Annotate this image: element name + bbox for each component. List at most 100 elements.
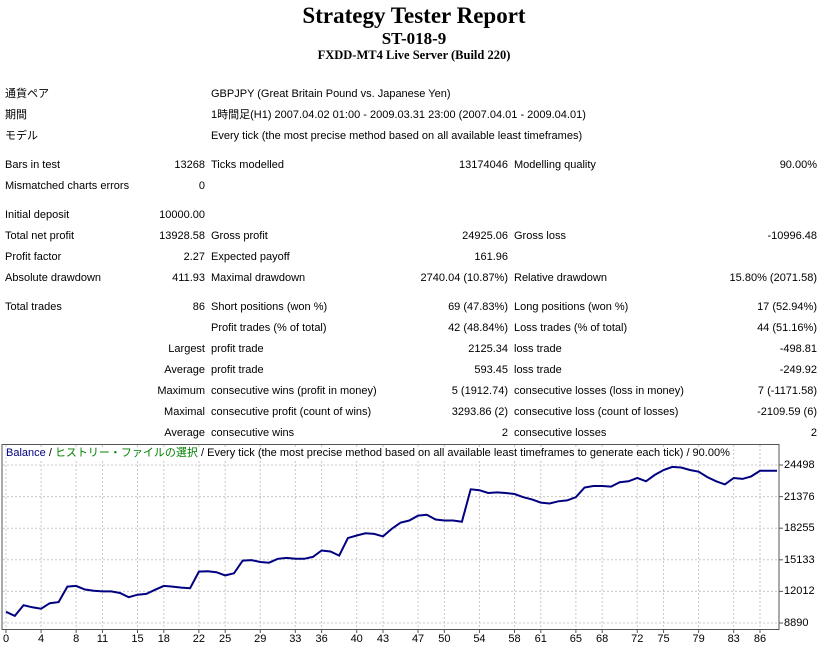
x-axis-label: 4 [38, 633, 45, 645]
x-axis-label: 8 [73, 633, 80, 645]
x-axis-label: 58 [508, 633, 521, 645]
row-label: Mismatched charts errors [5, 180, 130, 192]
row-value: 69 (47.83%) [448, 301, 508, 313]
balance-line [5, 465, 777, 618]
table-row: モデル Every tick (the most precise method b… [5, 126, 822, 147]
row-label: Absolute drawdown [5, 272, 102, 284]
row-value: 7 (-1171.58) [757, 385, 817, 397]
row-label: 通貨ペア [5, 88, 49, 100]
x-axis-label: 86 [753, 633, 767, 645]
row-label: Every tick (the most precise method base… [211, 130, 583, 142]
page-title: Strategy Tester Report [302, 3, 526, 28]
row-label: GBPJPY (Great Britain Pound vs. Japanese… [211, 88, 451, 100]
balance-chart: Balance / ヒストリー・ファイルの選択 / Every tick (th… [0, 444, 828, 645]
row-value: 10000.00 [159, 209, 205, 221]
row-value: 13928.58 [159, 230, 205, 242]
row-label: consecutive losses [514, 427, 607, 439]
x-axis-label: 15 [131, 633, 144, 645]
row-value [130, 84, 205, 105]
row-value: 90.00% [779, 159, 817, 171]
row-label: Profit factor [5, 251, 62, 263]
table-row: Profit trades (% of total) 42 (48.84%) Los… [5, 318, 822, 339]
balance-chart-canvas [1, 444, 783, 633]
table-row: Average consecutive wins 2 consecutive loss… [5, 423, 822, 444]
row-value [420, 176, 508, 197]
row-label: consecutive profit (count of wins) [211, 406, 372, 418]
table-row: Maximum consecutive wins (profit in money… [5, 381, 822, 402]
x-axis-label: 33 [289, 633, 302, 645]
x-axis-label: 61 [534, 633, 547, 645]
row-value: Maximum [157, 385, 205, 397]
y-axis-label: 24498 [784, 459, 815, 471]
x-axis-label: 75 [657, 633, 670, 645]
x-axis-label: 18 [157, 633, 170, 645]
row-value: Average [164, 427, 205, 439]
report-header: Strategy Tester Report ST-018-9 FXDD-MT4… [0, 2, 828, 63]
row-label [205, 176, 420, 197]
y-axis-label: 15133 [784, 553, 815, 566]
row-value: 2 [810, 427, 817, 439]
row-value: 15.80% (2071.58) [729, 272, 817, 284]
x-axis-label: 83 [727, 633, 740, 645]
row-value: Average [164, 364, 205, 376]
row-label: 1時間足(H1) 2007.04.02 01:00 - 2009.03.31 2… [211, 109, 586, 121]
row-label: モデル [5, 130, 38, 142]
x-axis-label: 25 [219, 633, 232, 645]
row-label: profit trade [211, 364, 264, 376]
legend-history-file-label: ヒストリー・ファイルの選択 [54, 447, 198, 459]
table-row: Maximal consecutive profit (count of wins… [5, 402, 822, 423]
row-label [5, 339, 130, 360]
row-value: -2109.59 (6) [757, 406, 817, 418]
x-axis-label: 65 [569, 633, 582, 645]
row-label: consecutive losses (loss in money) [514, 385, 684, 397]
row-value: 161.96 [474, 251, 508, 263]
row-label: Modelling quality [514, 159, 596, 171]
row-label: Profit trades (% of total) [211, 322, 327, 334]
row-label: Long positions (won %) [514, 301, 629, 313]
x-axis-label: 43 [376, 633, 390, 645]
chart-legend: Balance / ヒストリー・ファイルの選択 / Every tick (th… [6, 447, 733, 460]
row-label [508, 176, 723, 197]
row-value [723, 176, 817, 197]
row-label: Ticks modelled [211, 159, 284, 171]
row-value: -10996.48 [767, 230, 817, 242]
x-axis-label: 36 [315, 633, 328, 645]
x-axis-label: 40 [350, 633, 363, 645]
row-value: Maximal [164, 406, 205, 418]
row-value: 2.27 [183, 251, 205, 263]
row-label: consecutive loss (count of losses) [514, 406, 679, 418]
row-label: Gross profit [211, 230, 268, 242]
row-value [130, 105, 205, 126]
row-value: 2 [501, 427, 508, 439]
x-axis-label: 22 [192, 633, 205, 645]
x-axis-label: 0 [2, 633, 10, 645]
x-axis-label: 47 [411, 633, 425, 645]
table-row: Total net profit 13928.58 Gross profit 2492… [5, 226, 822, 247]
row-label: loss trade [514, 364, 562, 376]
row-label: Bars in test [5, 159, 61, 171]
table-row: Initial deposit 10000.00 [5, 205, 822, 226]
row-label: loss trade [514, 343, 562, 355]
row-value [130, 126, 205, 147]
x-axis-label: 79 [692, 633, 705, 645]
row-value: 24925.06 [462, 230, 508, 242]
row-label: Initial deposit [5, 209, 70, 221]
row-value [420, 205, 508, 226]
y-axis-label: 12012 [784, 585, 815, 598]
row-label [5, 402, 130, 423]
x-axis-label: 50 [438, 633, 451, 645]
row-label: Total trades [5, 301, 62, 313]
row-label [5, 423, 130, 444]
chart-frame [1, 444, 780, 630]
row-label [5, 381, 130, 402]
x-axis-label: 11 [96, 633, 109, 645]
table-row: 期間 1時間足(H1) 2007.04.02 01:00 - 2009.03.31… [5, 105, 822, 126]
row-label: Relative drawdown [514, 272, 607, 284]
row-value: 17 (52.94%) [757, 301, 817, 313]
row-label: 期間 [5, 109, 27, 121]
expert-name: ST-018-9 [381, 29, 447, 48]
row-value: 2125.34 [468, 343, 508, 355]
row-label: Maximal drawdown [211, 272, 306, 284]
table-row: 通貨ペア GBPJPY (Great Britain Pound vs. Japa… [5, 84, 822, 105]
